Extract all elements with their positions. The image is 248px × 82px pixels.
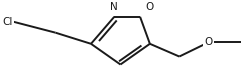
- Text: Cl: Cl: [2, 16, 12, 26]
- Text: N: N: [110, 2, 118, 12]
- Text: O: O: [205, 37, 213, 47]
- Text: O: O: [145, 2, 153, 12]
